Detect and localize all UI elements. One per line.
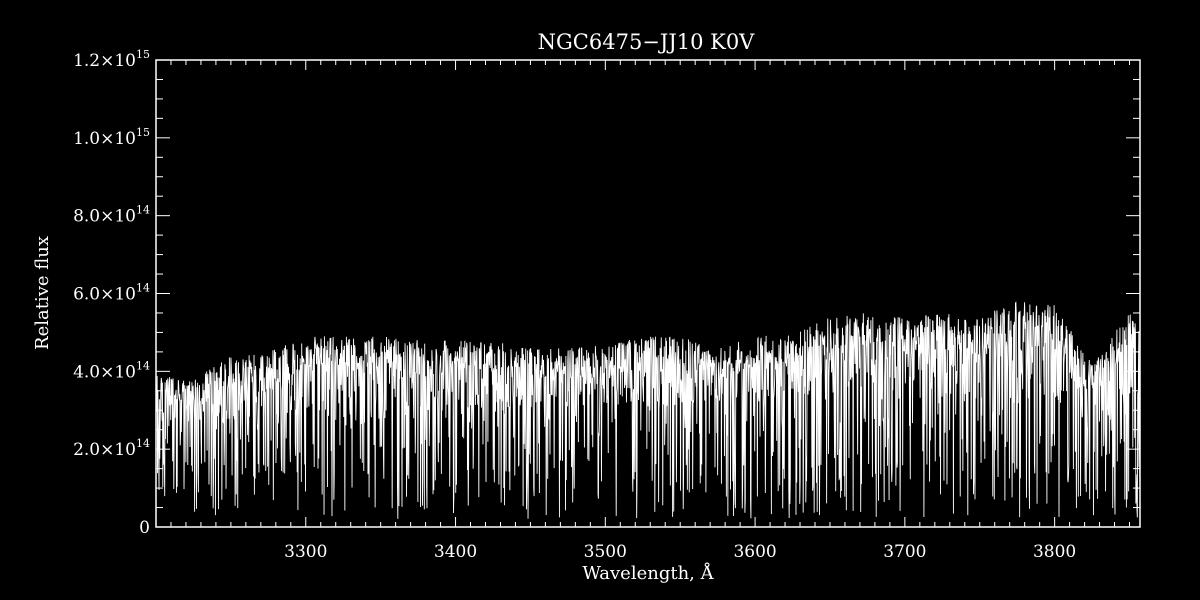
y-tick-label: 6.0×1014 xyxy=(73,282,150,305)
y-tick-label: 8.0×1014 xyxy=(73,204,150,227)
x-tick-label: 3300 xyxy=(284,542,327,562)
x-tick-label: 3700 xyxy=(883,542,926,562)
y-tick-label: 1.2×1015 xyxy=(73,48,150,71)
chart-title: NGC6475−JJ10 K0V xyxy=(538,30,756,54)
x-tick-label: 3600 xyxy=(733,542,776,562)
y-tick-label: 2.0×1014 xyxy=(73,437,150,460)
x-tick-label: 3800 xyxy=(1033,542,1076,562)
y-axis-label: Relative flux xyxy=(32,236,53,350)
y-tick-label: 0 xyxy=(139,518,150,538)
x-tick-label: 3500 xyxy=(584,542,627,562)
x-tick-label: 3400 xyxy=(434,542,477,562)
y-tick-label: 1.0×1015 xyxy=(73,126,150,149)
y-tick-label: 4.0×1014 xyxy=(73,359,150,382)
x-axis-label: Wavelength, Å xyxy=(582,562,714,584)
spectrum-line xyxy=(155,301,1141,519)
